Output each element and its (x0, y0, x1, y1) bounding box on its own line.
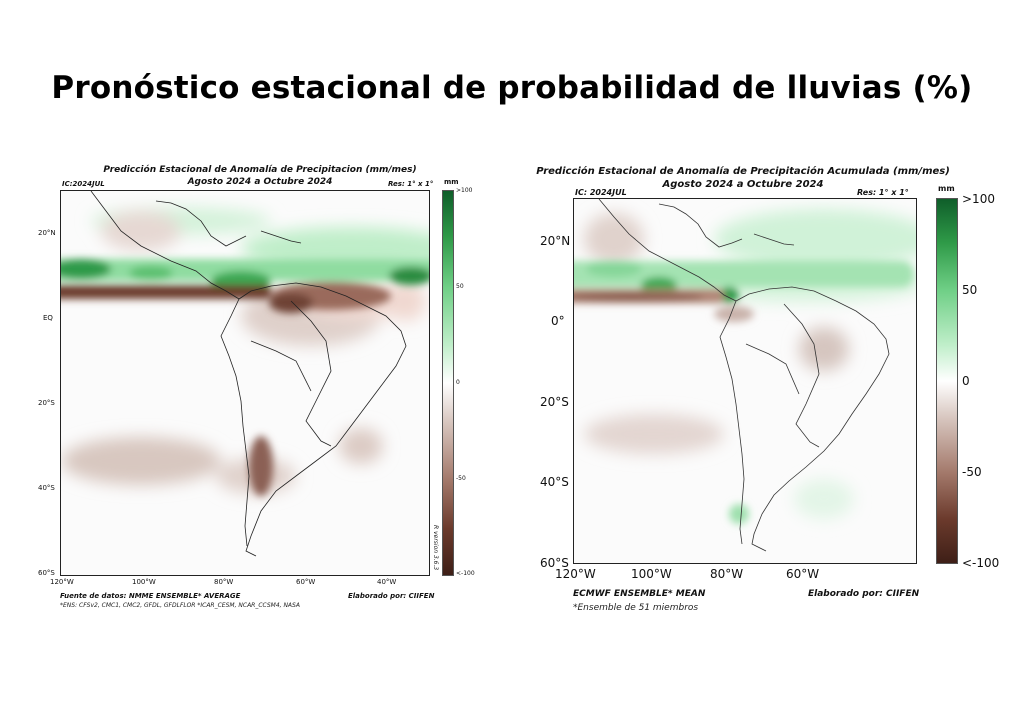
right-map-title-line1: Predicción Estacional de Anomalía de Pre… (536, 166, 950, 177)
right-colorbar-label: 0 (962, 374, 970, 388)
left-lon-tick: 120°W (50, 578, 74, 586)
left-lon-tick: 60°W (296, 578, 316, 586)
left-lat-tick: 20°N (38, 229, 56, 237)
left-colorbar-label: 0 (456, 379, 460, 386)
left-map-svg (61, 191, 429, 557)
right-lon-tick: 60°W (786, 567, 820, 581)
left-colorbar-label: 50 (456, 283, 464, 290)
right-lon-tick: 120°W (555, 567, 596, 581)
right-colorbar-unit: mm (938, 184, 955, 193)
right-footnote: *Ensemble de 51 miembros (573, 603, 699, 613)
left-credit: Elaborado por: CIIFEN (348, 592, 435, 600)
right-map-title-line2: Agosto 2024 a Octubre 2024 (662, 179, 824, 190)
left-colorbar (442, 190, 454, 576)
right-colorbar-label: >100 (962, 192, 995, 206)
right-lat-tick: 40°S (540, 475, 569, 489)
left-light-anomalies (61, 207, 429, 494)
right-map-area (573, 198, 917, 564)
left-map-resolution: Res: 1° x 1° (388, 180, 434, 188)
left-lat-tick: 40°S (38, 484, 55, 492)
right-colorbar (936, 198, 958, 564)
left-colorbar-unit: mm (444, 178, 459, 186)
page-title: Pronóstico estacional de probabilidad de… (51, 70, 973, 106)
right-strong-anomalies (574, 261, 914, 524)
left-source: Fuente de datos: NMME ENSEMBLE* AVERAGE (60, 592, 241, 600)
right-colorbar-label: 50 (962, 283, 978, 297)
right-lat-tick: 0° (551, 314, 565, 328)
right-lon-tick: 80°W (710, 567, 744, 581)
left-strong-anomalies (61, 259, 429, 496)
left-lat-tick: EQ (43, 314, 53, 322)
right-coastlines (598, 199, 890, 552)
right-colorbar-label: <-100 (962, 556, 1000, 570)
right-lon-tick: 100°W (631, 567, 672, 581)
right-source: ECMWF ENSEMBLE* MEAN (573, 589, 706, 599)
left-footnote: *ENS: CFSv2, CMC1, CMC2, GFDL, GFDLFLOR … (60, 602, 300, 609)
left-map-title: Predicción Estacional de Anomalía de Pre… (60, 164, 460, 188)
left-colorbar-label: <-100 (456, 570, 475, 577)
right-lat-tick: 20°S (540, 395, 569, 409)
right-lat-tick: 20°N (540, 234, 571, 248)
left-lat-tick: 60°S (38, 569, 55, 577)
left-map-area (60, 190, 430, 576)
left-map-title-line2: Agosto 2024 a Octubre 2024 (187, 177, 333, 187)
right-lat-tick: 60°S (540, 556, 569, 570)
left-coastlines (90, 191, 407, 557)
left-lon-tick: 100°W (132, 578, 156, 586)
right-light-anomalies (584, 209, 916, 519)
right-map-svg (574, 199, 916, 552)
left-lat-tick: 20°S (38, 399, 55, 407)
right-colorbar-label: -50 (962, 465, 982, 479)
left-version-label: R version 3.6.3 (432, 525, 439, 571)
left-colorbar-label: >100 (456, 187, 473, 194)
right-credit: Elaborado por: CIIFEN (808, 589, 920, 599)
left-colorbar-label: -50 (456, 475, 466, 482)
left-lon-tick: 80°W (214, 578, 234, 586)
right-map-title: Predicción Estacional de Anomalía de Pre… (508, 165, 978, 191)
left-map-ic: IC:2024JUL (62, 180, 105, 188)
left-lon-tick: 40°W (377, 578, 397, 586)
right-map-resolution: Res: 1° x 1° (857, 188, 909, 197)
left-map-title-line1: Predicción Estacional de Anomalía de Pre… (103, 165, 417, 175)
right-map-ic: IC: 2024JUL (575, 188, 627, 197)
